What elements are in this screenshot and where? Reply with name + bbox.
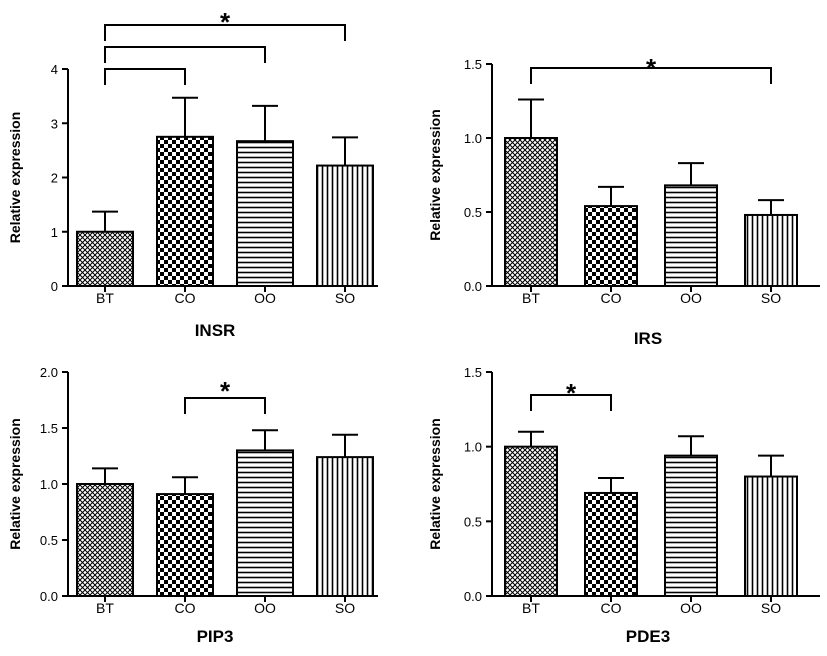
bar-bt	[504, 137, 558, 287]
bar-bt	[76, 230, 134, 287]
x-tick-label-oo: OO	[254, 290, 276, 306]
significance-star: *	[646, 53, 657, 83]
chart-panel-pde3: 0.0 0.5 1.0 1.5 BT CO OO SO Relative expression P…	[427, 365, 820, 646]
panel-title: INSR	[195, 321, 236, 340]
bar-co	[156, 493, 214, 597]
y-axis-label: Relative expression	[427, 109, 443, 241]
y-tick-label: 0.0	[40, 589, 58, 604]
bar-bt	[76, 483, 134, 597]
bar-oo	[664, 454, 718, 598]
x-tick-label-so: SO	[335, 290, 355, 306]
x-tick-label-oo: OO	[254, 600, 276, 616]
panel-title: PIP3	[197, 627, 234, 646]
bar-so	[744, 213, 798, 288]
significance-star: *	[220, 376, 231, 406]
bar-bt	[504, 445, 558, 597]
y-tick-label: 1.0	[464, 131, 482, 146]
x-tick-label-oo: OO	[680, 290, 702, 306]
y-tick-label: 0.5	[464, 205, 482, 220]
x-tick-label-co: CO	[175, 600, 196, 616]
significance-bracket	[530, 394, 612, 411]
x-tick-label-so: SO	[335, 600, 355, 616]
y-tick-label: 1	[51, 225, 58, 240]
y-tick-label: 1.0	[464, 440, 482, 455]
y-tick-label: 0.0	[464, 589, 482, 604]
y-tick-label: 1.0	[40, 477, 58, 492]
x-tick-label-bt: BT	[96, 600, 114, 616]
significance-star: *	[220, 7, 231, 37]
bar-oo	[664, 184, 718, 287]
x-tick-label-oo: OO	[680, 600, 702, 616]
bar-so	[316, 456, 374, 597]
y-tick-label: 0.5	[40, 533, 58, 548]
y-tick-label: 0	[51, 279, 58, 294]
chart-panel-irs: 0.0 0.5 1.0 1.5 BT CO OO SO Relative expression I…	[427, 53, 820, 348]
bar-oo	[236, 449, 294, 597]
y-tick-label: 2.0	[40, 365, 58, 380]
y-tick-label: 0.0	[464, 279, 482, 294]
x-tick-label-co: CO	[175, 290, 196, 306]
x-tick-label-co: CO	[601, 600, 622, 616]
chart-panel-insr: 0 1 2 3 4 BT CO OO SO Relative expression INSR *	[7, 7, 378, 340]
bar-co	[156, 135, 214, 287]
bar-co	[584, 491, 638, 597]
bar-co	[584, 205, 638, 287]
x-tick-label-co: CO	[601, 290, 622, 306]
significance-star: *	[566, 378, 577, 408]
x-tick-label-bt: BT	[96, 290, 114, 306]
y-axis-label: Relative expression	[7, 418, 23, 550]
x-tick-label-bt: BT	[522, 290, 540, 306]
y-tick-label: 2	[51, 171, 58, 186]
significance-bracket	[104, 68, 186, 85]
y-tick-label: 1.5	[464, 57, 482, 72]
x-tick-label-bt: BT	[522, 600, 540, 616]
y-tick-label: 4	[51, 62, 58, 77]
bar-so	[744, 475, 798, 597]
y-tick-label: 0.5	[464, 514, 482, 529]
significance-bracket	[184, 397, 266, 414]
significance-bracket	[530, 67, 772, 84]
y-tick-label: 1.5	[464, 365, 482, 380]
y-axis-label: Relative expression	[427, 418, 443, 550]
bar-so	[316, 164, 374, 287]
panel-title: IRS	[634, 329, 662, 348]
chart-panel-pip3: 0.0 0.5 1.0 1.5 2.0 BT CO OO SO Relative expressi…	[7, 365, 378, 646]
bar-oo	[236, 140, 294, 287]
y-tick-label: 1.5	[40, 421, 58, 436]
panel-title: PDE3	[626, 627, 670, 646]
y-axis-label: Relative expression	[7, 112, 23, 244]
x-tick-label-so: SO	[761, 290, 781, 306]
x-tick-label-so: SO	[761, 600, 781, 616]
significance-bracket	[104, 46, 266, 63]
y-tick-label: 3	[51, 116, 58, 131]
significance-bracket	[104, 24, 346, 41]
